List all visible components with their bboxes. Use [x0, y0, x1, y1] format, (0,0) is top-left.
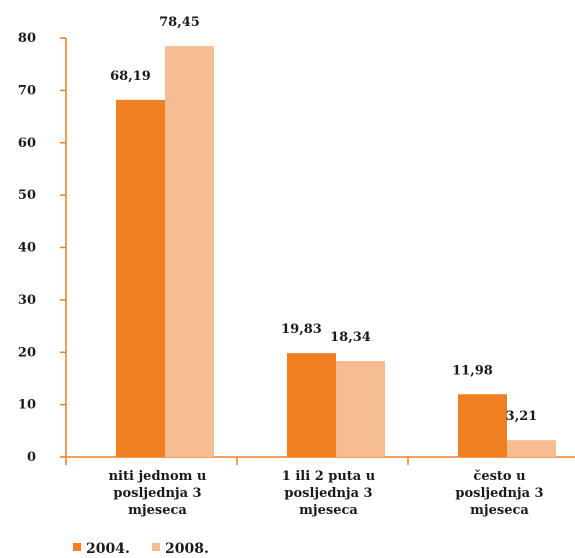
legend: 2004. 2008.: [73, 541, 209, 557]
y-tick-label: 30: [18, 293, 36, 308]
data-label: 11,98: [452, 363, 493, 378]
legend-label: 2004.: [86, 541, 130, 557]
category-label: posljednja 3: [455, 486, 543, 501]
y-tick-label: 80: [18, 31, 36, 46]
y-tick-label: 10: [18, 398, 36, 413]
category-label: mjeseca: [128, 503, 187, 518]
bar: [507, 440, 556, 457]
category-label: mjeseca: [299, 503, 358, 518]
data-label: 3,21: [506, 409, 538, 424]
y-tick-label: 0: [27, 450, 36, 465]
bar: [336, 360, 385, 457]
y-tick-label: 50: [18, 188, 36, 203]
axes: 0 10 20 30 40 50 60 70 80: [18, 31, 575, 465]
y-tick-label: 70: [18, 83, 36, 98]
data-label: 78,45: [159, 15, 200, 30]
category-label: posljednja 3: [284, 486, 372, 501]
legend-swatch: [152, 543, 160, 551]
y-tick-label: 20: [18, 345, 36, 360]
bar: [116, 99, 165, 458]
category-label: 1 ili 2 puta u: [282, 469, 375, 484]
legend-swatch: [73, 543, 81, 551]
bar: [458, 394, 507, 457]
bars: [116, 46, 556, 458]
data-label: 19,83: [281, 322, 322, 337]
category-label: posljednja 3: [113, 486, 201, 501]
bar: [287, 353, 336, 457]
y-tick-label: 40: [18, 241, 36, 256]
labels: 68,19 78,45 niti jednom u posljednja 3 mjese…: [109, 15, 544, 518]
category-label: često u: [473, 469, 525, 484]
category-label: mjeseca: [470, 503, 529, 518]
data-label: 68,19: [110, 69, 151, 84]
y-tick-label: 60: [18, 136, 36, 151]
legend-label: 2008.: [165, 541, 209, 557]
category-label: niti jednom u: [109, 469, 207, 484]
data-label: 18,34: [330, 330, 371, 345]
bar: [165, 46, 214, 457]
